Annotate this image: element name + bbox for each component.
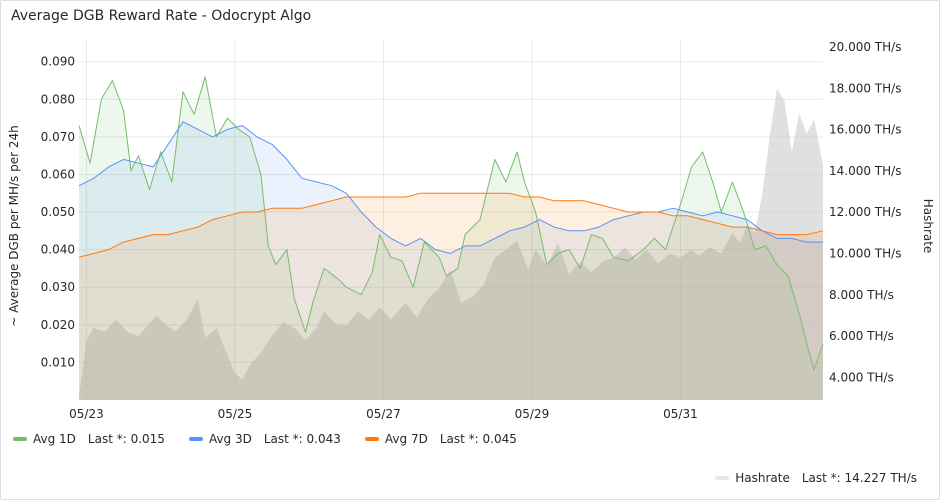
x-tick-label: 05/27 [366,407,401,421]
x-axis-ticks: 05/23 05/25 05/27 05/29 05/31 [69,407,698,421]
legend-item-avg7d[interactable]: Avg 7D Last *: 0.045 [364,432,517,446]
y-right-tick-label: 8.000 TH/s [829,288,894,302]
legend-last-value: Last *: 14.227 TH/s [801,471,917,485]
y-left-tick-label: 0.070 [41,130,75,144]
y-right-tick-label: 10.000 TH/s [829,247,901,261]
series-area-avg-7d [79,193,823,400]
legend-last-value: Last *: 0.015 [87,432,165,446]
series-line-avg-7d[interactable] [78,192,824,258]
legend-name: Avg 7D [384,432,428,446]
legend-item-hashrate[interactable]: Hashrate Last *: 14.227 TH/s [715,471,917,485]
series-fills [79,76,823,401]
legend-name: Hashrate [735,471,790,485]
y-axis-right-label: Hashrate [921,199,935,254]
x-tick-label: 05/29 [515,407,550,421]
y-left-tick-label: 0.090 [41,55,75,69]
legend-last-value: Last *: 0.043 [263,432,341,446]
legend-name: Avg 1D [33,432,76,446]
y-axis-left-label: ~ Average DGB per MH/s per 24h [7,125,21,326]
series-area-hashrate [79,88,823,400]
y-left-tick-label: 0.080 [41,92,75,106]
legend-name: Avg 3D [208,432,252,446]
x-tick-label: 05/25 [218,407,253,421]
legend-swatch-avg7d [364,437,379,441]
legend-swatch-hashrate [715,476,730,480]
y-left-tick-label: 0.020 [41,318,75,332]
series-lines [78,76,824,371]
series-line-avg-3d[interactable] [78,121,823,254]
x-tick-label: 05/31 [663,407,698,421]
y-right-tick-label: 18.000 TH/s [829,81,901,95]
legend-item-avg3d[interactable]: Avg 3D Last *: 0.043 [188,432,341,446]
y-left-tick-label: 0.060 [41,167,75,181]
series-area-avg-1d [79,76,823,400]
series-area-avg-3d [79,121,823,401]
y-left-tick-label: 0.030 [41,280,75,294]
y-axis-right-ticks: 4.000 TH/s 6.000 TH/s 8.000 TH/s 10.000 TH/… [829,40,901,384]
legend-item-avg1d[interactable]: Avg 1D Last *: 0.015 [13,432,165,446]
y-right-tick-label: 14.000 TH/s [829,164,901,178]
legend-last-value: Last *: 0.045 [439,432,517,446]
y-right-tick-label: 20.000 TH/s [829,40,901,54]
legend: Avg 1D Last *: 0.015 Avg 3D Last *: 0.04… [13,432,517,446]
hashrate-series [79,88,823,400]
y-left-tick-label: 0.040 [41,243,75,257]
y-right-tick-label: 12.000 TH/s [829,205,901,219]
y-right-tick-label: 16.000 TH/s [829,123,901,137]
series-line-avg-1d[interactable] [78,76,824,371]
y-left-tick-label: 0.050 [41,205,75,219]
y-left-tick-label: 0.010 [41,355,75,369]
panel-title[interactable]: Average DGB Reward Rate - Odocrypt Algo [11,8,312,24]
x-tick-label: 05/23 [69,407,104,421]
legend-right-axis: Hashrate Last *: 14.227 TH/s [715,471,917,485]
y-right-tick-label: 6.000 TH/s [829,329,894,343]
legend-swatch-avg1d [13,437,27,441]
y-right-tick-label: 4.000 TH/s [829,370,894,384]
legend-swatch-avg3d [188,437,203,441]
y-axis-left-ticks: 0.010 0.020 0.030 0.040 0.050 0.060 0.070 0.080… [41,55,75,370]
